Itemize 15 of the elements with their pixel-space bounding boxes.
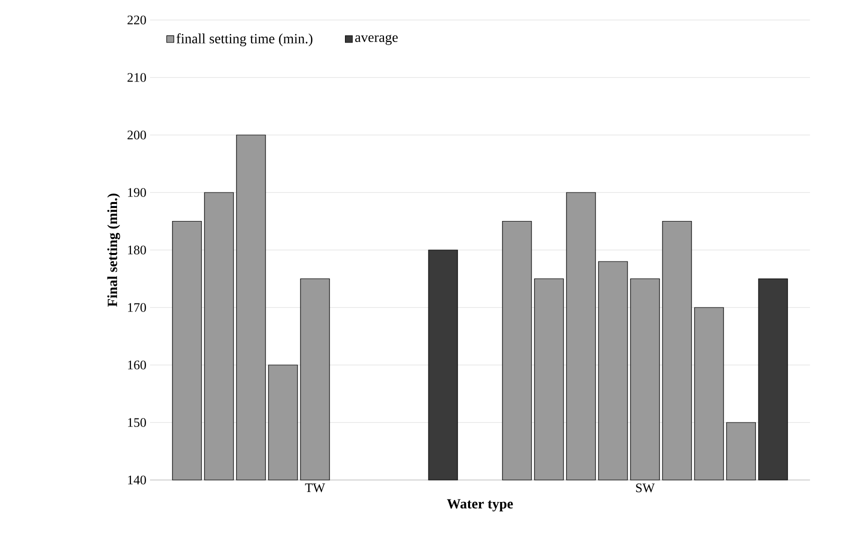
x-axis-title: Water type	[446, 499, 513, 512]
y-tick-label: 140	[128, 476, 146, 484]
y-tick-label: 160	[128, 360, 146, 370]
x-tick-label: SW	[636, 484, 655, 492]
y-tick-label: 200	[128, 130, 146, 140]
y-tick-label: 210	[128, 73, 146, 82]
y-tick-label: 170	[128, 303, 146, 312]
legend-label: average	[355, 34, 398, 45]
y-tick-label: 190	[128, 188, 146, 197]
legend-label: finall setting time (min.)	[176, 33, 312, 46]
y-tick-label: 220	[128, 16, 146, 24]
y-axis-title: Final setting (min.)	[107, 194, 120, 307]
x-tick-label: TW	[305, 484, 326, 492]
y-tick-label: 180	[128, 246, 146, 254]
y-tick-label: 150	[128, 418, 146, 427]
